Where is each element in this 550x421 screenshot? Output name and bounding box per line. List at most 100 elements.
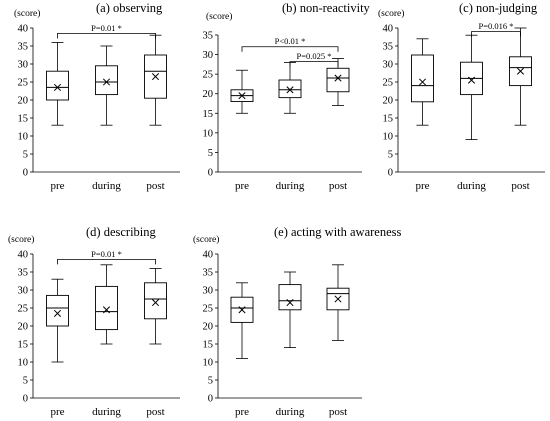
panel-b: (b) non-reactivity (score) 0 5 10 15 20 25 30 35 p… xyxy=(203,1,371,192)
iqr-box xyxy=(278,284,302,311)
y-tick-label: 30 xyxy=(18,286,29,297)
y-tick-label: 0 xyxy=(23,394,28,405)
box-post xyxy=(326,264,350,341)
y-tick-label: 5 xyxy=(208,376,213,387)
bracket-line xyxy=(57,33,156,39)
mean-marker xyxy=(151,299,160,307)
y-tick-label: 15 xyxy=(203,109,214,120)
box-during xyxy=(95,45,118,126)
y-tick-label: 10 xyxy=(18,132,29,143)
y-tick-label: 25 xyxy=(203,70,214,81)
mean-marker xyxy=(238,92,246,100)
iqr-box xyxy=(46,294,69,327)
significance-bracket: P=0.025 * xyxy=(289,51,339,67)
x-tick-label: during xyxy=(92,180,121,192)
panel-title: (a) observing xyxy=(96,1,163,15)
p-value-label: P=0.016 * xyxy=(478,21,513,31)
x-tick-label: post xyxy=(511,180,529,192)
x-tick-label: pre xyxy=(235,406,249,418)
y-tick-label: 10 xyxy=(203,128,214,139)
mean-marker xyxy=(102,306,111,314)
iqr-box xyxy=(95,65,118,96)
box-pre xyxy=(46,42,69,126)
iqr-box xyxy=(326,67,350,93)
y-tick-label: 25 xyxy=(18,78,29,89)
mean-marker xyxy=(238,306,246,314)
box-post xyxy=(144,34,167,126)
box-pre xyxy=(230,282,254,359)
bracket-line xyxy=(241,46,339,52)
y-tick-label: 20 xyxy=(383,96,394,107)
y-tick-label: 35 xyxy=(203,268,214,279)
y-tick-label: 15 xyxy=(18,114,29,125)
y-tick-label: 35 xyxy=(383,42,394,53)
mean-marker xyxy=(151,73,160,81)
y-tick-label: 30 xyxy=(203,50,214,61)
x-tick-label: during xyxy=(92,406,121,418)
x-tick-label: pre xyxy=(50,180,64,192)
y-tick-label: 35 xyxy=(203,31,214,42)
y-tick-label: 10 xyxy=(383,132,394,143)
panel-a: (a) observing (score) 0 5 10 15 20 25 30 35 40 pre d… xyxy=(14,1,180,192)
panel-title: (e) acting with awareness xyxy=(274,225,402,239)
x-tick-label: post xyxy=(146,180,164,192)
y-tick-label: 0 xyxy=(208,394,213,405)
y-tick-label: 0 xyxy=(208,168,213,179)
y-unit-label: (score) xyxy=(193,234,219,245)
y-tick-label: 5 xyxy=(208,148,213,159)
y-tick-label: 30 xyxy=(203,286,214,297)
y-tick-label: 35 xyxy=(18,42,29,53)
iqr-box xyxy=(144,282,167,320)
y-unit-label: (score) xyxy=(8,234,34,245)
x-tick-label: pre xyxy=(415,180,429,192)
iqr-box xyxy=(278,79,302,99)
p-value-label: P<0.01 * xyxy=(275,36,306,46)
y-tick-label: 40 xyxy=(383,24,394,35)
significance-bracket: P=0.016 * xyxy=(471,21,521,37)
y-tick-label: 15 xyxy=(383,114,394,125)
panel-title: (b) non-reactivity xyxy=(282,1,371,15)
panel-title: (c) non-judging xyxy=(459,1,538,15)
y-tick-label: 10 xyxy=(203,358,214,369)
x-tick-label: pre xyxy=(50,406,64,418)
p-value-label: P=0.025 * xyxy=(296,51,331,61)
y-tick-label: 15 xyxy=(18,340,29,351)
y-tick-label: 40 xyxy=(203,250,214,261)
box-during xyxy=(278,62,302,114)
y-tick-label: 25 xyxy=(383,78,394,89)
y-tick-label: 20 xyxy=(18,96,29,107)
mean-marker xyxy=(516,67,525,75)
significance-bracket: P=0.01 * xyxy=(57,249,156,265)
x-tick-label: post xyxy=(329,406,347,418)
y-unit-label: (score) xyxy=(14,8,40,19)
x-tick-label: post xyxy=(146,406,164,418)
bracket-line xyxy=(57,258,156,265)
y-unit-label: (score) xyxy=(206,11,232,22)
y-unit-label: (score) xyxy=(378,8,404,19)
y-tick-label: 40 xyxy=(18,24,29,35)
y-tick-label: 5 xyxy=(23,376,28,387)
mean-marker xyxy=(286,299,294,307)
box-pre xyxy=(46,278,69,363)
y-tick-label: 5 xyxy=(23,150,28,161)
y-tick-label: 20 xyxy=(18,322,29,333)
y-tick-label: 20 xyxy=(203,89,214,100)
y-tick-label: 15 xyxy=(203,340,214,351)
box-during xyxy=(278,271,302,349)
mean-marker xyxy=(418,78,427,86)
bracket-line xyxy=(471,31,521,37)
y-tick-label: 10 xyxy=(18,358,29,369)
mean-marker xyxy=(334,74,342,82)
x-tick-label: during xyxy=(276,406,305,418)
mean-marker xyxy=(102,78,111,86)
box-post xyxy=(509,27,532,126)
y-tick-label: 30 xyxy=(18,60,29,71)
iqr-box xyxy=(95,285,118,331)
box-post xyxy=(144,267,167,345)
iqr-box xyxy=(46,70,69,101)
box-during xyxy=(460,34,483,141)
x-tick-label: pre xyxy=(235,180,249,192)
bracket-line xyxy=(289,61,339,67)
mean-marker xyxy=(53,309,62,317)
